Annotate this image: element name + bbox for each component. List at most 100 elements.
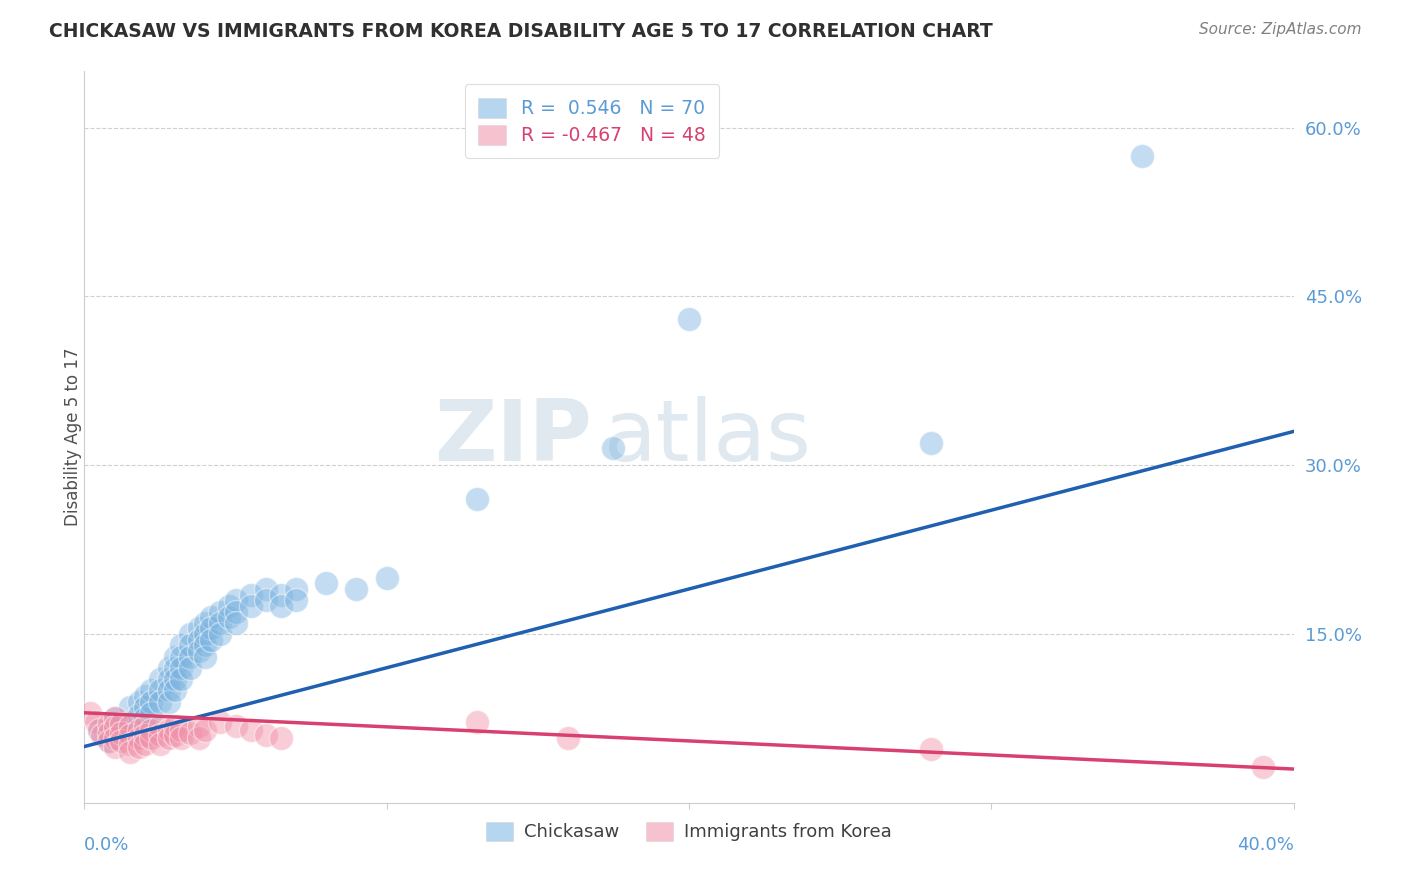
Point bbox=[134, 728, 156, 742]
Point bbox=[188, 644, 211, 658]
Point bbox=[134, 689, 156, 703]
Point bbox=[254, 593, 277, 607]
Point bbox=[149, 719, 172, 733]
Point bbox=[200, 610, 222, 624]
Point bbox=[128, 739, 150, 754]
Point bbox=[118, 728, 141, 742]
Point bbox=[254, 728, 277, 742]
Point bbox=[170, 638, 193, 652]
Point bbox=[170, 672, 193, 686]
Point bbox=[1130, 149, 1153, 163]
Point bbox=[194, 638, 217, 652]
Point bbox=[110, 719, 132, 733]
Point bbox=[134, 737, 156, 751]
Point bbox=[89, 723, 111, 737]
Legend: Chickasaw, Immigrants from Korea: Chickasaw, Immigrants from Korea bbox=[479, 814, 898, 848]
Point bbox=[110, 726, 132, 740]
Point bbox=[225, 605, 247, 619]
Point bbox=[209, 605, 232, 619]
Point bbox=[104, 711, 127, 725]
Point bbox=[118, 714, 141, 729]
Point bbox=[179, 638, 201, 652]
Point bbox=[920, 435, 942, 450]
Point bbox=[209, 714, 232, 729]
Point bbox=[165, 672, 187, 686]
Text: 40.0%: 40.0% bbox=[1237, 836, 1294, 854]
Point bbox=[128, 719, 150, 733]
Point bbox=[165, 728, 187, 742]
Point bbox=[86, 714, 108, 729]
Point bbox=[920, 741, 942, 756]
Point bbox=[91, 728, 114, 742]
Point bbox=[157, 683, 180, 698]
Point bbox=[225, 719, 247, 733]
Point bbox=[170, 661, 193, 675]
Point bbox=[149, 728, 172, 742]
Point bbox=[157, 694, 180, 708]
Point bbox=[194, 723, 217, 737]
Point bbox=[104, 739, 127, 754]
Point bbox=[285, 582, 308, 596]
Point bbox=[118, 737, 141, 751]
Point bbox=[149, 737, 172, 751]
Point bbox=[678, 312, 700, 326]
Point bbox=[239, 588, 262, 602]
Point bbox=[134, 711, 156, 725]
Point bbox=[97, 734, 120, 748]
Point bbox=[97, 734, 120, 748]
Point bbox=[270, 731, 292, 745]
Point bbox=[97, 717, 120, 731]
Text: CHICKASAW VS IMMIGRANTS FROM KOREA DISABILITY AGE 5 TO 17 CORRELATION CHART: CHICKASAW VS IMMIGRANTS FROM KOREA DISAB… bbox=[49, 22, 993, 41]
Point bbox=[225, 615, 247, 630]
Point bbox=[139, 731, 162, 745]
Point bbox=[104, 711, 127, 725]
Point bbox=[139, 683, 162, 698]
Point bbox=[79, 706, 101, 720]
Point bbox=[170, 649, 193, 664]
Point bbox=[188, 731, 211, 745]
Point bbox=[157, 723, 180, 737]
Point bbox=[104, 731, 127, 745]
Point bbox=[1253, 760, 1275, 774]
Text: atlas: atlas bbox=[605, 395, 813, 479]
Point bbox=[194, 649, 217, 664]
Point bbox=[239, 599, 262, 613]
Point bbox=[209, 615, 232, 630]
Point bbox=[209, 627, 232, 641]
Point bbox=[194, 615, 217, 630]
Point bbox=[200, 632, 222, 647]
Point bbox=[118, 728, 141, 742]
Point bbox=[315, 576, 337, 591]
Point bbox=[157, 661, 180, 675]
Point bbox=[128, 694, 150, 708]
Point bbox=[188, 632, 211, 647]
Point bbox=[110, 734, 132, 748]
Point bbox=[139, 723, 162, 737]
Point bbox=[104, 720, 127, 734]
Point bbox=[270, 599, 292, 613]
Point bbox=[134, 719, 156, 733]
Point bbox=[200, 621, 222, 635]
Point bbox=[134, 723, 156, 737]
Point bbox=[139, 694, 162, 708]
Point bbox=[225, 593, 247, 607]
Point bbox=[110, 717, 132, 731]
Point bbox=[134, 700, 156, 714]
Point bbox=[218, 599, 240, 613]
Text: 0.0%: 0.0% bbox=[84, 836, 129, 854]
Point bbox=[118, 745, 141, 759]
Point bbox=[346, 582, 368, 596]
Point bbox=[467, 714, 489, 729]
Point bbox=[157, 672, 180, 686]
Point bbox=[218, 610, 240, 624]
Point bbox=[118, 719, 141, 733]
Point bbox=[194, 627, 217, 641]
Point bbox=[285, 593, 308, 607]
Point bbox=[179, 649, 201, 664]
Point bbox=[149, 683, 172, 698]
Point bbox=[165, 719, 187, 733]
Point bbox=[165, 661, 187, 675]
Point bbox=[149, 694, 172, 708]
Y-axis label: Disability Age 5 to 17: Disability Age 5 to 17 bbox=[65, 348, 82, 526]
Point bbox=[128, 723, 150, 737]
